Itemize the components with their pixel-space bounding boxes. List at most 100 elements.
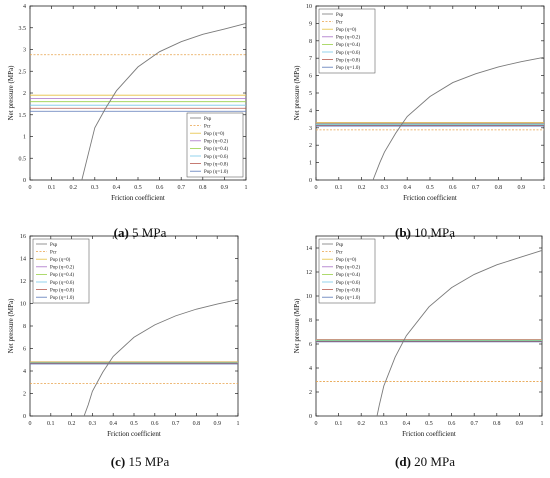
legend-label-a-3: Pop (η=0.2) <box>204 140 228 145</box>
caption-a: (a) 5 MPa <box>114 225 167 240</box>
legend-label-c-0: Psp <box>50 243 58 248</box>
x-tick-label-a-8: 0.8 <box>199 185 207 191</box>
legend-label-d-3: Pop (η=0.2) <box>336 266 360 271</box>
y-tick-label-d-5: 10 <box>306 294 312 300</box>
series-line-b-0 <box>372 56 545 181</box>
legend-label-c-1: Pcr <box>50 250 57 255</box>
y-tick-label-d-7: 14 <box>306 246 312 252</box>
caption-c: (c) 15 MPa <box>111 454 170 469</box>
legend-label-d-1: Pcr <box>336 250 343 255</box>
legend-label-a-6: Pop (η=0.8) <box>204 162 228 167</box>
legend-label-b-4: Pop (η=0.4) <box>336 43 360 48</box>
y-tick-label-b-10: 10 <box>306 4 312 10</box>
y-tick-label-c-7: 14 <box>20 257 26 263</box>
y-axis-label-b: Net pressure (MPa) <box>293 65 301 120</box>
x-tick-label-a-9: 0.9 <box>221 185 229 191</box>
y-tick-label-b-3: 3 <box>309 126 312 132</box>
x-tick-label-c-0: 0 <box>29 421 32 427</box>
x-axis-label-a: Friction coefficient <box>111 194 165 202</box>
legend-box-d <box>318 238 376 304</box>
x-tick-label-b-3: 0.3 <box>381 185 389 191</box>
y-tick-label-c-0: 0 <box>23 414 26 420</box>
x-tick-label-b-1: 0.1 <box>335 185 343 191</box>
y-tick-label-a-8: 4 <box>23 4 26 10</box>
legend-label-d-4: Pop (η=0.4) <box>336 273 360 278</box>
legend-label-a-4: Pop (η=0.4) <box>204 147 228 152</box>
x-tick-label-a-4: 0.4 <box>113 185 121 191</box>
y-tick-label-d-0: 0 <box>309 414 312 420</box>
x-tick-label-d-0: 0 <box>315 421 318 427</box>
y-tick-label-b-1: 1 <box>309 161 312 167</box>
y-tick-label-d-4: 8 <box>309 318 312 324</box>
x-tick-label-c-3: 0.3 <box>89 421 97 427</box>
x-tick-label-d-3: 0.3 <box>380 421 388 427</box>
x-tick-label-a-1: 0.1 <box>48 185 56 191</box>
x-axis-label-d: Friction coefficient <box>402 430 456 438</box>
x-tick-label-d-1: 0.1 <box>335 421 343 427</box>
x-tick-label-d-4: 0.4 <box>403 421 411 427</box>
x-tick-label-b-6: 0.6 <box>449 185 457 191</box>
caption-b-letter: (b) <box>395 225 411 240</box>
x-tick-label-b-10: 1 <box>543 185 546 191</box>
legend-box-b <box>318 8 376 74</box>
series-line-c-0 <box>83 299 239 417</box>
x-tick-label-b-0: 0 <box>315 185 318 191</box>
y-tick-label-a-1: 0.5 <box>19 156 27 162</box>
legend-label-c-6: Pop (η=0.8) <box>50 288 74 293</box>
x-tick-label-a-10: 1 <box>245 185 248 191</box>
x-axis-label-b: Friction coefficient <box>403 194 457 202</box>
y-axis-label-c: Net pressure (MPa) <box>7 298 15 353</box>
x-tick-label-c-7: 0.7 <box>172 421 180 427</box>
x-tick-label-c-5: 0.5 <box>130 421 138 427</box>
legend-label-a-1: Pcr <box>204 124 211 129</box>
caption-c-text: 15 MPa <box>125 454 169 469</box>
x-tick-label-a-3: 0.3 <box>91 185 99 191</box>
chart-panel-c: 0 0.1 0.2 0.3 0.4 0.5 0.6 0.7 0.8 0.9 102468101214… <box>7 234 240 438</box>
caption-b: (b) 10 MPa <box>395 225 455 240</box>
y-axis-label-a: Net pressure (MPa) <box>7 65 15 120</box>
legend-label-d-5: Pop (η=0.6) <box>336 281 360 286</box>
y-tick-label-b-7: 7 <box>309 56 312 62</box>
legend-label-b-0: Psp <box>336 13 344 18</box>
legend-label-c-4: Pop (η=0.4) <box>50 273 74 278</box>
y-tick-label-a-4: 2 <box>23 91 26 97</box>
x-tick-label-b-9: 0.9 <box>517 185 525 191</box>
x-tick-label-d-2: 0.2 <box>357 421 365 427</box>
x-tick-label-a-5: 0.5 <box>134 185 142 191</box>
y-tick-label-c-2: 4 <box>23 369 26 375</box>
chart-panel-b: 0 0.1 0.2 0.3 0.4 0.5 0.6 0.7 0.8 0.9 101234567891… <box>293 4 546 202</box>
x-tick-label-c-9: 0.9 <box>213 421 221 427</box>
legend-label-d-6: Pop (η=0.8) <box>336 288 360 293</box>
caption-a-text: 5 MPa <box>129 225 167 240</box>
x-tick-label-c-10: 1 <box>237 421 240 427</box>
x-tick-label-d-10: 1 <box>541 421 544 427</box>
y-tick-label-a-2: 1 <box>23 135 26 141</box>
x-tick-label-d-7: 0.7 <box>470 421 478 427</box>
caption-d-text: 20 MPa <box>411 454 455 469</box>
legend-label-b-3: Pop (η=0.2) <box>336 36 360 41</box>
y-tick-label-b-8: 8 <box>309 39 312 45</box>
caption-c-letter: (c) <box>111 454 125 469</box>
y-tick-label-b-0: 0 <box>309 178 312 184</box>
x-tick-label-d-8: 0.8 <box>493 421 501 427</box>
y-tick-label-a-3: 1.5 <box>19 113 27 119</box>
y-tick-label-d-1: 2 <box>309 390 312 396</box>
x-tick-label-a-0: 0 <box>29 185 32 191</box>
legend-label-b-7: Pop (η=1.0) <box>336 66 360 71</box>
y-tick-label-a-0: 0 <box>23 178 26 184</box>
legend-label-c-2: Pop (η=0) <box>50 258 71 263</box>
x-tick-label-b-2: 0.2 <box>358 185 366 191</box>
x-tick-label-b-7: 0.7 <box>472 185 480 191</box>
x-tick-label-a-7: 0.7 <box>177 185 185 191</box>
x-tick-label-a-6: 0.6 <box>156 185 164 191</box>
legend-label-d-2: Pop (η=0) <box>336 258 357 263</box>
x-tick-label-a-2: 0.2 <box>69 185 77 191</box>
series-line-a-0 <box>81 22 247 181</box>
y-tick-label-c-1: 2 <box>23 392 26 398</box>
caption-d: (d) 20 MPa <box>395 454 455 469</box>
y-tick-label-c-5: 10 <box>20 302 26 308</box>
legend-box-a <box>186 112 244 178</box>
legend-label-b-6: Pop (η=0.8) <box>336 58 360 63</box>
y-tick-label-a-5: 2.5 <box>19 69 27 75</box>
